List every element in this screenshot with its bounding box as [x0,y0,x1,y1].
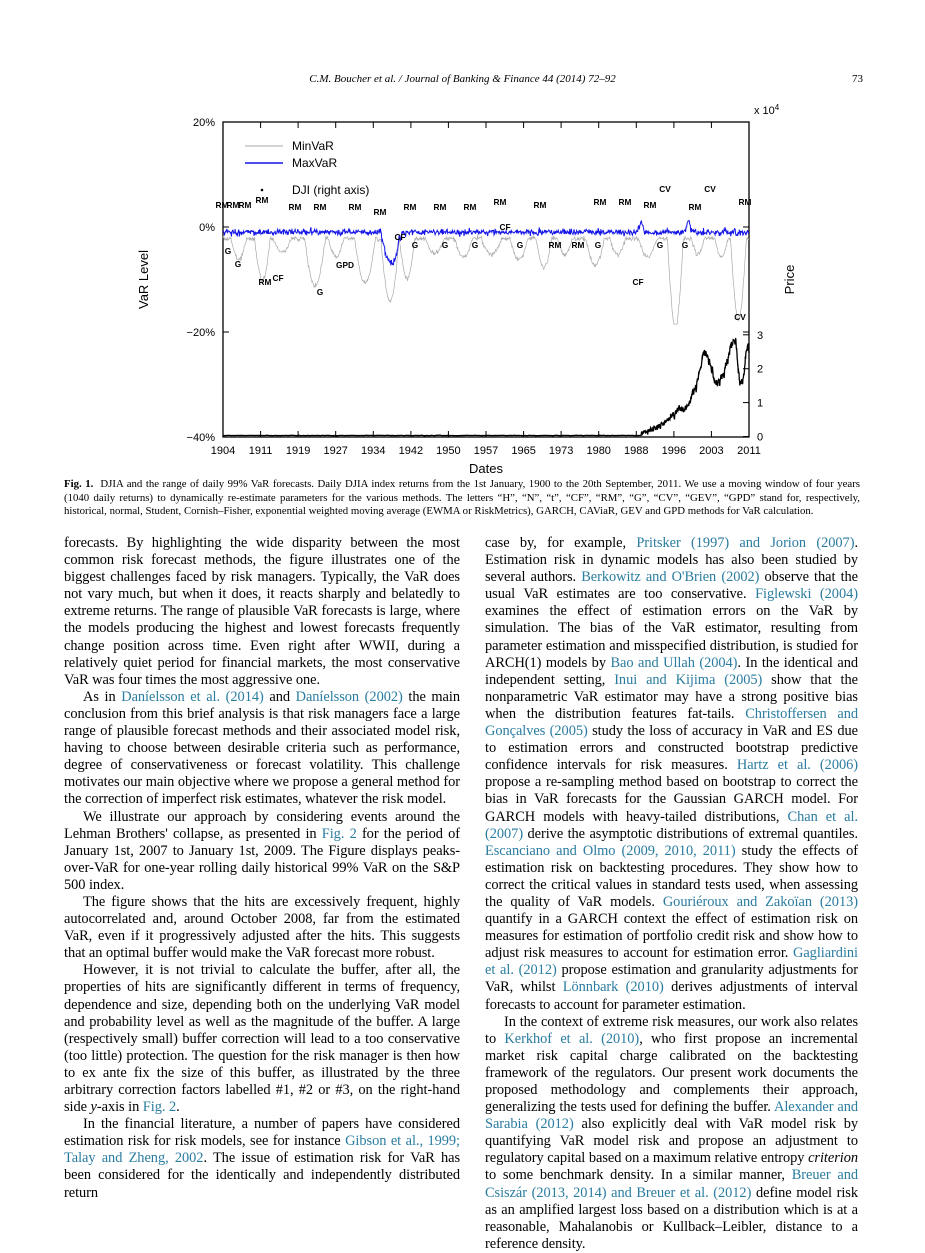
svg-text:1957: 1957 [474,445,498,457]
svg-text:RM: RM [644,200,657,210]
svg-text:1965: 1965 [511,445,535,457]
svg-text:x 104: x 104 [754,103,780,118]
svg-text:1927: 1927 [323,445,347,457]
svg-text:GPD: GPD [336,260,354,270]
svg-text:1919: 1919 [286,445,310,457]
svg-text:Dates: Dates [469,461,503,476]
svg-text:RM: RM [256,195,269,205]
svg-text:1988: 1988 [624,445,648,457]
svg-text:0: 0 [757,432,763,444]
svg-text:RM: RM [494,197,507,207]
svg-text:RM: RM [739,197,752,207]
svg-text:−40%: −40% [187,432,216,444]
svg-text:RM: RM [434,202,447,212]
svg-text:G: G [235,259,241,269]
svg-text:MaxVaR: MaxVaR [292,156,337,170]
svg-text:CV: CV [659,184,671,194]
svg-text:RM: RM [464,202,477,212]
svg-text:CF: CF [632,277,643,287]
svg-text:1980: 1980 [586,445,610,457]
svg-text:2003: 2003 [699,445,723,457]
svg-text:1950: 1950 [436,445,460,457]
svg-text:RM: RM [619,197,632,207]
svg-text:RM: RM [594,197,607,207]
svg-text:1904: 1904 [211,445,235,457]
svg-text:2: 2 [757,364,763,376]
svg-text:RM: RM [374,207,387,217]
svg-text:RM: RM [314,202,327,212]
svg-text:1934: 1934 [361,445,385,457]
svg-text:1996: 1996 [662,445,686,457]
svg-text:DJI (right axis): DJI (right axis) [292,183,369,197]
svg-text:2011: 2011 [737,445,761,457]
svg-text:0%: 0% [199,222,215,234]
svg-text:RM: RM [404,202,417,212]
svg-text:Price: Price [782,265,797,295]
svg-text:3: 3 [757,330,763,342]
svg-text:G: G [317,287,323,297]
svg-text:G: G [595,240,601,250]
svg-text:CV: CV [734,312,746,322]
svg-text:RM: RM [549,240,562,250]
svg-text:RM: RM [289,202,302,212]
svg-text:CF: CF [394,232,405,242]
svg-text:RM: RM [534,200,547,210]
svg-text:G: G [657,240,663,250]
svg-text:G: G [517,240,523,250]
svg-text:G: G [682,240,688,250]
svg-text:1973: 1973 [549,445,573,457]
svg-text:CF: CF [499,222,510,232]
svg-text:1942: 1942 [399,445,423,457]
svg-text:1: 1 [757,398,763,410]
svg-text:RM: RM [572,240,585,250]
svg-text:MinVaR: MinVaR [292,139,334,153]
svg-text:RM: RM [239,200,252,210]
svg-text:CF: CF [272,273,283,283]
svg-text:G: G [472,240,478,250]
svg-text:G: G [225,246,231,256]
svg-text:G: G [412,240,418,250]
svg-text:CV: CV [704,184,716,194]
svg-text:20%: 20% [193,117,215,129]
svg-text:G: G [442,240,448,250]
svg-text:1911: 1911 [249,445,273,457]
svg-text:VaR Level: VaR Level [136,250,151,309]
svg-text:RM: RM [349,202,362,212]
svg-text:RM: RM [259,277,272,287]
svg-text:RM: RM [689,202,702,212]
svg-text:−20%: −20% [187,327,216,339]
